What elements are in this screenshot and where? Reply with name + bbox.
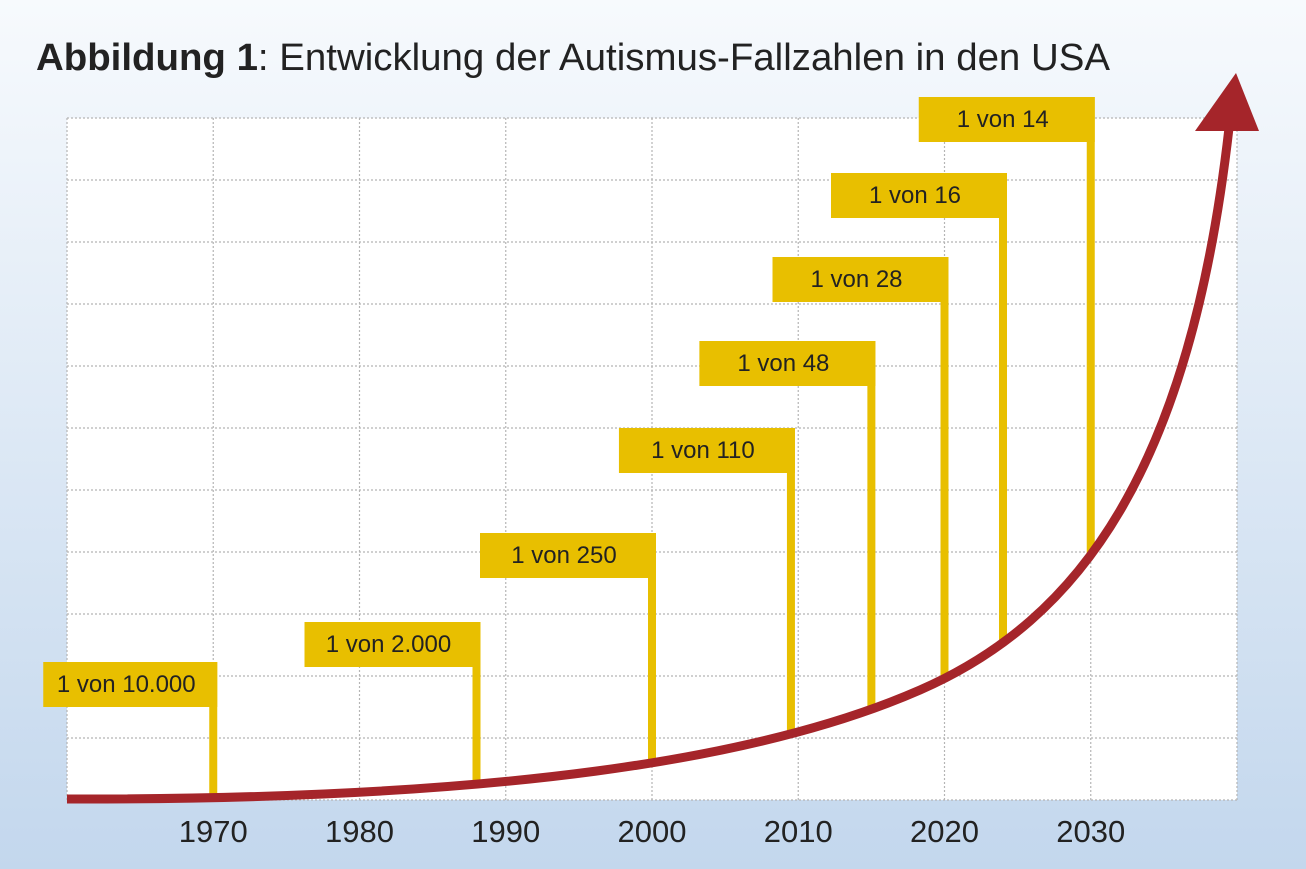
- flag-pole: [999, 173, 1007, 643]
- x-axis: 1970 1980 1990 2000 2010 2020 2030: [179, 814, 1125, 849]
- trend-arrowhead: [1195, 73, 1259, 131]
- flag-banner: [699, 341, 876, 386]
- x-tick-label: 1970: [179, 814, 248, 849]
- x-tick-label: 2000: [618, 814, 687, 849]
- flag-pole: [472, 622, 481, 785]
- flag-banner: [772, 257, 949, 302]
- x-tick-label: 1980: [325, 814, 394, 849]
- flag: 1 von 110: [618, 428, 795, 734]
- flag-banner: [831, 173, 1007, 218]
- flag-label: 1 von 2.000: [326, 631, 451, 658]
- flag-banner: [304, 622, 481, 667]
- flag-banner: [918, 97, 1095, 142]
- flag: 1 von 16: [831, 173, 1007, 643]
- flag-pole: [867, 341, 876, 710]
- flags: 1 von 10.000 1 von 2.000 1 von 250 1 von 11…: [43, 97, 1095, 798]
- trend-curve: [66, 127, 1234, 804]
- flag: 1 von 48: [699, 341, 876, 710]
- flag: 1 von 28: [772, 257, 949, 679]
- chart-title: Abbildung 1: Entwicklung der Autismus-Fa…: [36, 37, 1111, 79]
- x-tick-label: 2020: [910, 814, 979, 849]
- flag: 1 von 2.000: [304, 622, 481, 785]
- flag-label: 1 von 10.000: [57, 671, 196, 698]
- flag-label: 1 von 110: [651, 437, 755, 464]
- flag-banner: [43, 662, 218, 707]
- flag-label: 1 von 28: [810, 266, 902, 293]
- x-tick-label: 2010: [764, 814, 833, 849]
- flag-banner: [480, 533, 656, 578]
- title-text: : Entwicklung der Autismus-Fallzahlen in…: [258, 37, 1111, 79]
- flag-label: 1 von 16: [869, 182, 961, 209]
- flag-pole: [940, 257, 949, 679]
- flag: 1 von 250: [480, 533, 656, 763]
- flag-pole: [1086, 97, 1095, 556]
- flag-pole: [209, 662, 218, 798]
- flag-label: 1 von 250: [511, 542, 616, 569]
- flag-label: 1 von 48: [737, 350, 829, 377]
- flag-banner: [618, 428, 795, 473]
- x-tick-label: 1990: [471, 814, 540, 849]
- flag: 1 von 10.000: [43, 662, 218, 798]
- flag-label: 1 von 14: [957, 106, 1049, 133]
- x-tick-label: 2030: [1056, 814, 1125, 849]
- flag: 1 von 14: [918, 97, 1095, 556]
- figure-label: Abbildung 1: [36, 37, 258, 79]
- flag-pole: [648, 533, 656, 763]
- flag-pole: [786, 428, 795, 734]
